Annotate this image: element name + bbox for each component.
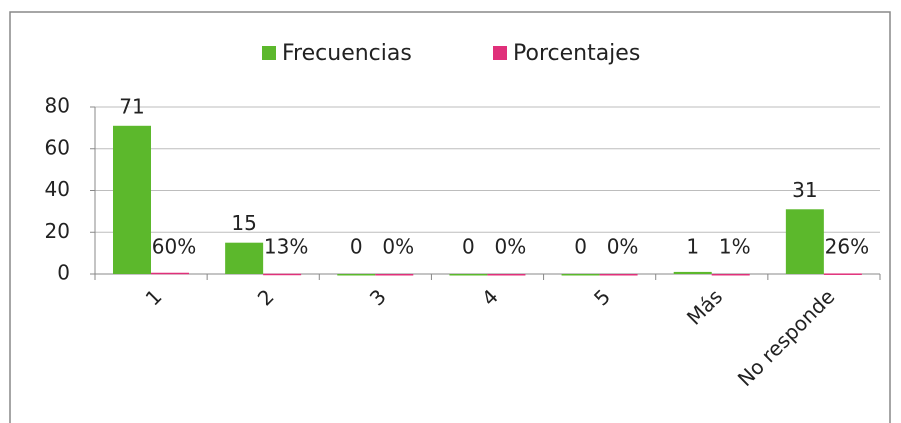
data-label: 0% bbox=[495, 235, 527, 259]
chart-frame bbox=[9, 11, 891, 423]
legend-swatch bbox=[262, 46, 276, 60]
y-tick-label: 40 bbox=[45, 177, 70, 201]
data-label: 1% bbox=[719, 235, 751, 259]
x-tick-label: No responde bbox=[733, 284, 840, 391]
x-tick-label: Más bbox=[682, 284, 727, 329]
legend-label: Frecuencias bbox=[282, 41, 412, 66]
data-label: 13% bbox=[264, 235, 308, 259]
x-tick-label: 3 bbox=[365, 284, 391, 310]
x-tick-label: 1 bbox=[141, 284, 167, 310]
bar bbox=[337, 274, 376, 276]
data-label: 1 bbox=[686, 235, 699, 259]
bar bbox=[673, 271, 712, 274]
data-label: 31 bbox=[792, 178, 817, 202]
data-label: 0% bbox=[607, 235, 639, 259]
y-tick-label: 0 bbox=[57, 261, 70, 285]
bar bbox=[375, 274, 414, 276]
y-tick-label: 60 bbox=[45, 135, 70, 159]
legend-label: Porcentajes bbox=[513, 41, 640, 66]
bar bbox=[151, 272, 189, 275]
bar bbox=[263, 273, 302, 276]
bar bbox=[487, 274, 526, 276]
data-label: 0 bbox=[574, 235, 587, 259]
x-tick-label: 2 bbox=[253, 284, 279, 310]
legend-swatch bbox=[493, 46, 507, 60]
bar bbox=[711, 273, 750, 276]
data-label: 15 bbox=[231, 211, 256, 235]
bar bbox=[449, 274, 488, 276]
x-tick-label: 4 bbox=[477, 284, 503, 310]
data-label: 26% bbox=[825, 235, 869, 259]
bar bbox=[785, 209, 824, 274]
y-tick-label: 20 bbox=[45, 219, 70, 243]
bar bbox=[113, 125, 151, 274]
data-label: 0 bbox=[350, 235, 363, 259]
data-label: 71 bbox=[119, 94, 144, 118]
x-tick-label: 5 bbox=[589, 284, 615, 310]
bar bbox=[599, 274, 638, 276]
bar bbox=[225, 242, 264, 274]
data-label: 60% bbox=[152, 235, 196, 259]
data-label: 0% bbox=[382, 235, 414, 259]
data-label: 0 bbox=[462, 235, 475, 259]
y-tick-label: 80 bbox=[45, 94, 70, 118]
bar bbox=[823, 273, 862, 275]
bar bbox=[561, 274, 600, 276]
